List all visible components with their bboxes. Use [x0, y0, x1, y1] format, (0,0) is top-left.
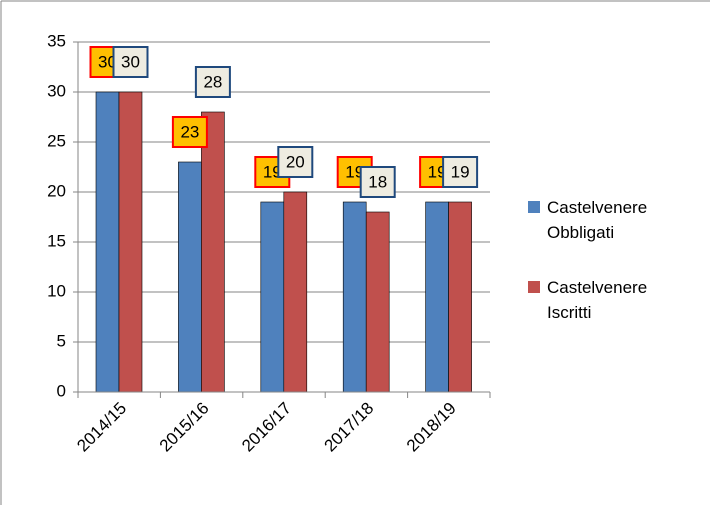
legend-swatch [528, 201, 540, 213]
data-label: 20 [286, 152, 305, 171]
y-tick-label: 0 [57, 381, 66, 400]
bar [283, 191, 308, 393]
bar [118, 91, 143, 393]
y-tick-label: 15 [47, 231, 66, 250]
y-tick-label: 10 [47, 281, 66, 300]
data-label: 28 [203, 72, 222, 91]
x-tick-label: 2016/17 [238, 399, 295, 456]
x-tick-label: 2014/15 [73, 399, 130, 456]
data-label-box [171, 116, 208, 148]
data-label: 30 [121, 52, 140, 71]
y-tick-label: 20 [47, 181, 66, 200]
data-label: 19 [428, 162, 447, 181]
legend-label: Castelvenere Iscritti [547, 278, 648, 322]
bar [448, 201, 472, 393]
x-tick-label: 2017/18 [321, 399, 378, 456]
bar [95, 91, 120, 393]
legend-label: Castelvenere Obbligati [547, 198, 648, 242]
data-label: 30 [98, 52, 117, 71]
y-tick-label: 5 [57, 331, 66, 350]
data-label: 19 [451, 162, 470, 181]
x-tick-label: 2015/16 [156, 399, 213, 456]
bar [260, 201, 285, 393]
data-label-box [194, 66, 231, 98]
bar [178, 161, 202, 393]
x-tick-label: 2018/19 [403, 399, 460, 456]
data-label: 18 [368, 172, 387, 191]
data-label: 19 [345, 162, 364, 181]
legend-item: Castelvenere Iscritti [528, 275, 678, 325]
y-tick-label: 30 [47, 81, 66, 100]
bar [365, 211, 390, 393]
legend-swatch [528, 281, 540, 293]
data-label-box [112, 46, 149, 78]
data-label-box [442, 156, 479, 188]
bar [425, 201, 449, 393]
y-tick-label: 35 [47, 31, 66, 50]
legend-item: Castelvenere Obbligati [528, 195, 678, 245]
data-label: 19 [263, 162, 282, 181]
data-label-box [277, 146, 314, 178]
data-label: 23 [180, 122, 199, 141]
y-tick-label: 25 [47, 131, 66, 150]
data-label-box [359, 166, 396, 198]
bar [201, 111, 225, 393]
bar [342, 201, 367, 393]
